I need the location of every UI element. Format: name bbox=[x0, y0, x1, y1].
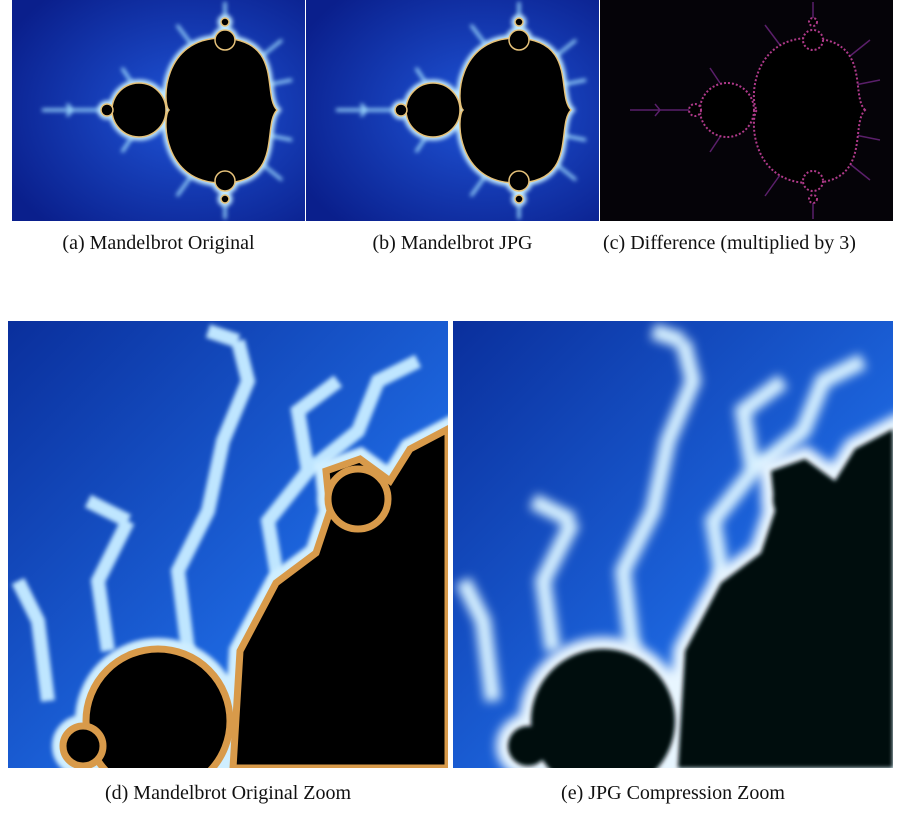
caption: (c) Difference (multiplied by 3) bbox=[603, 221, 902, 265]
caption: (a) Mandelbrot Original bbox=[12, 221, 305, 265]
caption: (e) JPG Compression Zoom bbox=[453, 771, 893, 815]
caption: (d) Mandelbrot Original Zoom bbox=[8, 771, 448, 815]
image-jpg-zoom bbox=[453, 321, 893, 768]
image-difference bbox=[600, 0, 893, 221]
caption: (b) Mandelbrot JPG bbox=[306, 221, 599, 265]
page: {"figure": {"panels": [ {"caption": "(a)… bbox=[0, 0, 902, 811]
image-original bbox=[12, 0, 305, 221]
image-original-zoom bbox=[8, 321, 448, 768]
image-jpg bbox=[306, 0, 599, 221]
